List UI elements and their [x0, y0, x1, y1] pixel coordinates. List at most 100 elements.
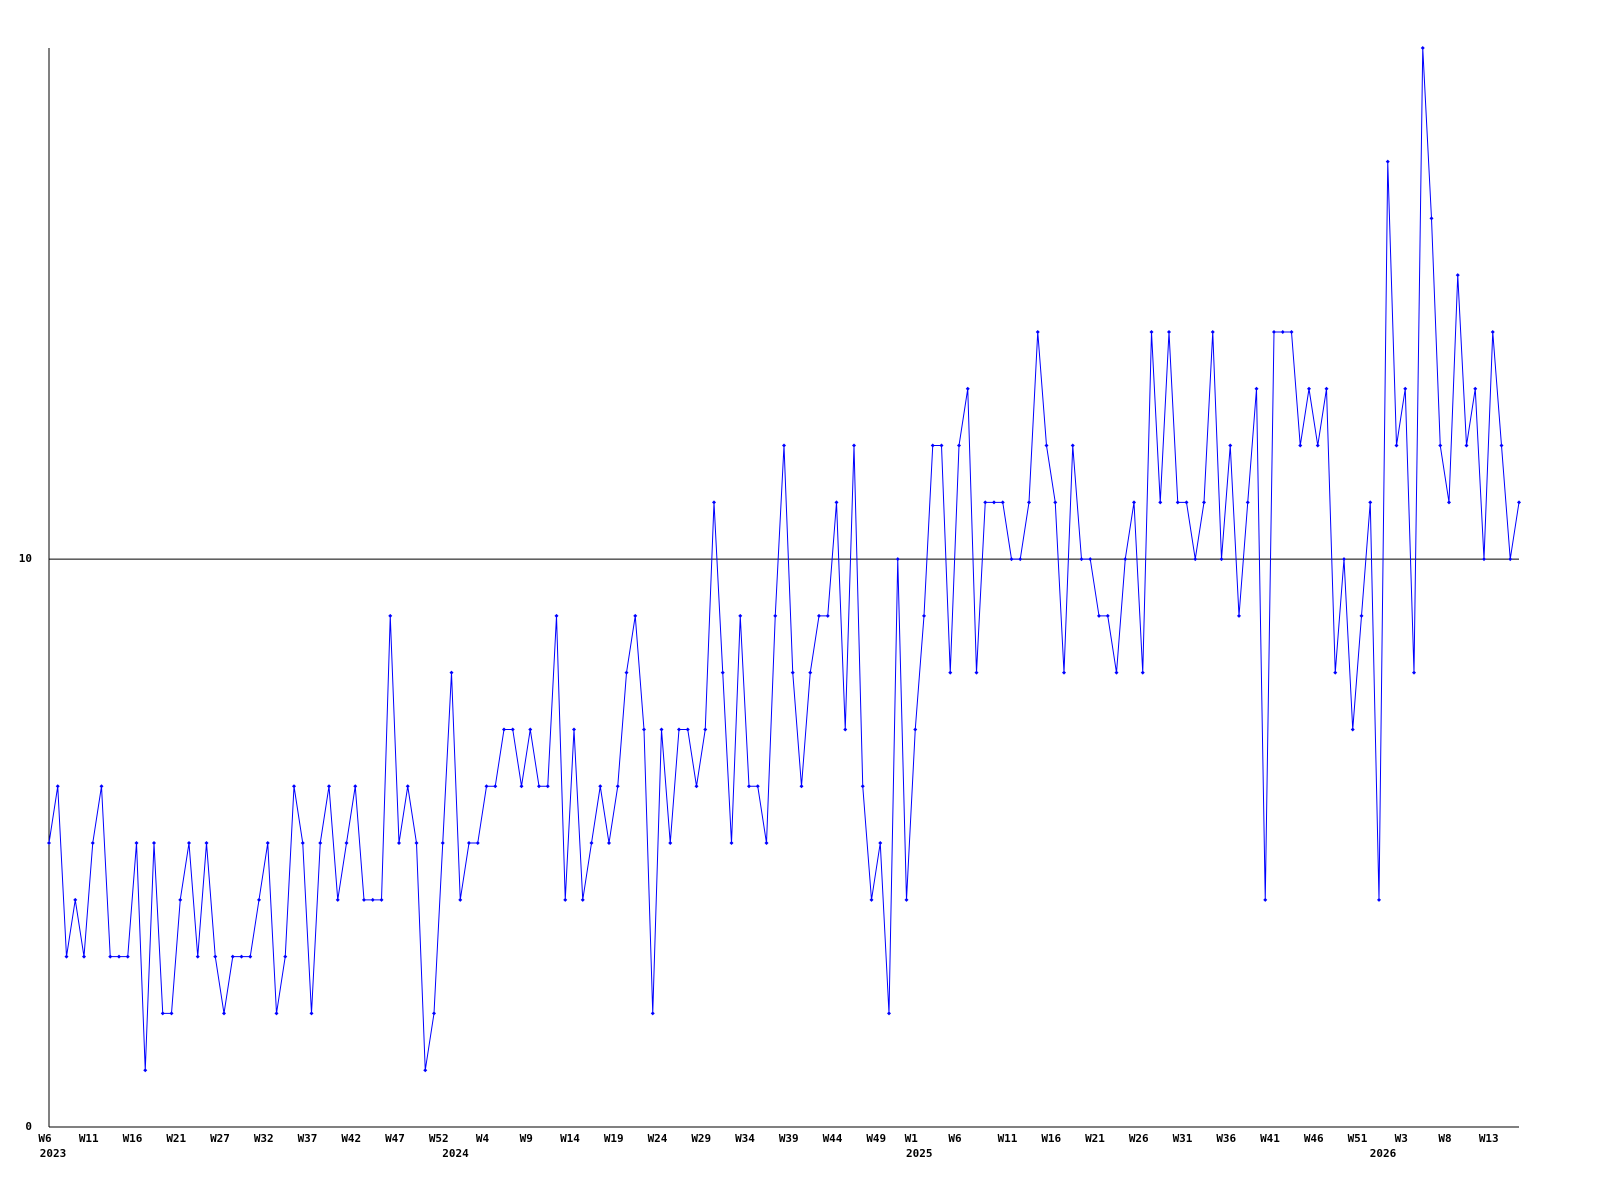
x-tick-label: W27	[210, 1132, 230, 1145]
x-tick-label: W11	[998, 1132, 1018, 1145]
point-marker	[1508, 557, 1513, 562]
point-marker	[930, 443, 935, 448]
point-marker	[1254, 386, 1259, 391]
point-marker	[694, 784, 699, 789]
point-marker	[1298, 443, 1303, 448]
point-marker	[1245, 500, 1250, 505]
x-tick-label: W11	[79, 1132, 99, 1145]
x-tick-label: W42	[341, 1132, 361, 1145]
point-marker	[545, 784, 550, 789]
point-marker	[1420, 46, 1425, 50]
point-marker	[467, 841, 471, 846]
point-marker	[860, 784, 865, 789]
point-marker	[1342, 557, 1346, 562]
point-marker	[99, 784, 104, 789]
x-tick-label: W31	[1173, 1132, 1193, 1145]
point-marker	[493, 784, 498, 789]
point-marker	[292, 784, 296, 789]
point-marker	[747, 784, 751, 789]
point-marker	[1210, 329, 1215, 334]
point-marker	[1123, 557, 1128, 562]
x-tick-label: W44	[823, 1132, 843, 1145]
point-marker	[152, 841, 156, 846]
x-tick-label: W21	[1085, 1132, 1105, 1145]
point-marker	[335, 897, 340, 902]
point-marker	[195, 954, 200, 959]
point-marker	[869, 897, 874, 902]
point-marker	[650, 1011, 655, 1016]
point-marker	[799, 784, 804, 789]
point-marker	[143, 1068, 148, 1073]
point-marker	[904, 897, 909, 902]
point-marker	[843, 727, 848, 732]
point-marker	[1237, 613, 1241, 618]
point-marker	[283, 954, 288, 959]
point-marker	[432, 1011, 436, 1016]
x-tick-label: W1	[905, 1132, 919, 1145]
point-marker	[1053, 500, 1058, 505]
x-tick-label: W6	[948, 1132, 962, 1145]
x-tick-label: W41	[1260, 1132, 1280, 1145]
point-marker	[720, 670, 725, 675]
point-marker	[1350, 727, 1355, 732]
x-tick-label: W26	[1129, 1132, 1149, 1145]
point-marker	[178, 897, 183, 902]
point-marker	[379, 897, 384, 902]
point-marker	[1438, 443, 1443, 448]
x-tick-label: W16	[1041, 1132, 1061, 1145]
point-marker	[834, 500, 839, 505]
point-marker	[1158, 500, 1163, 505]
point-marker	[668, 841, 673, 846]
point-marker	[1499, 443, 1504, 448]
point-marker	[685, 727, 690, 732]
point-marker	[1517, 500, 1521, 505]
point-marker	[1219, 557, 1224, 562]
point-marker	[1490, 329, 1495, 334]
point-marker	[992, 500, 996, 505]
point-marker	[1394, 443, 1399, 448]
point-marker	[318, 841, 323, 846]
point-marker	[47, 841, 51, 846]
point-marker	[222, 1011, 226, 1016]
year-label: 2025	[906, 1147, 933, 1160]
point-marker	[598, 784, 603, 789]
point-marker	[589, 841, 594, 846]
point-marker	[642, 727, 646, 732]
point-marker	[974, 670, 979, 675]
point-marker	[1324, 386, 1329, 391]
point-marker	[117, 954, 121, 959]
point-marker	[1097, 613, 1101, 618]
point-marker	[82, 954, 86, 959]
point-marker	[423, 1068, 428, 1073]
point-marker	[782, 443, 786, 448]
point-marker	[965, 386, 970, 391]
point-marker	[1263, 897, 1268, 902]
point-marker	[458, 897, 463, 902]
point-marker	[887, 1011, 891, 1016]
point-marker	[265, 841, 270, 846]
x-tick-label: W4	[476, 1132, 490, 1145]
point-marker	[353, 784, 358, 789]
point-marker	[703, 727, 708, 732]
point-marker	[1000, 500, 1005, 505]
x-tick-label: W24	[648, 1132, 668, 1145]
point-marker	[1027, 500, 1031, 505]
x-tick-label: W3	[1395, 1132, 1408, 1145]
point-marker	[1289, 329, 1294, 334]
point-marker	[817, 613, 821, 618]
point-marker	[187, 841, 191, 846]
x-tick-label: W37	[298, 1132, 318, 1145]
x-tick-label: W36	[1216, 1132, 1236, 1145]
point-marker	[73, 897, 78, 902]
point-marker	[274, 1011, 279, 1016]
point-marker	[1035, 329, 1040, 334]
point-marker	[773, 613, 778, 618]
point-marker	[309, 1011, 314, 1016]
point-marker	[1044, 443, 1049, 448]
point-marker	[397, 841, 401, 846]
point-marker	[344, 841, 349, 846]
x-tick-label: W52	[429, 1132, 449, 1145]
point-marker	[55, 784, 60, 789]
point-marker	[414, 841, 419, 846]
x-tick-label: W16	[123, 1132, 143, 1145]
